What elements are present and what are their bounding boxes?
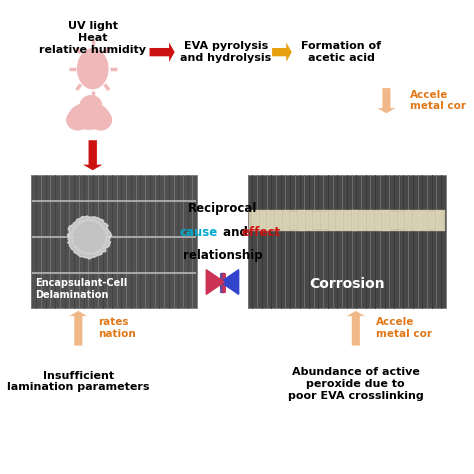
Polygon shape [70, 219, 108, 255]
Text: Encapsulant-Cell
Delamination: Encapsulant-Cell Delamination [35, 278, 128, 300]
Text: and: and [219, 226, 252, 239]
Text: rates
nation: rates nation [98, 317, 136, 339]
Text: Insufficient
lamination parameters: Insufficient lamination parameters [7, 371, 150, 392]
Polygon shape [73, 222, 105, 252]
Text: UV light
Heat
relative humidity: UV light Heat relative humidity [39, 21, 146, 55]
Polygon shape [67, 216, 112, 259]
Circle shape [78, 49, 108, 89]
Ellipse shape [67, 110, 88, 130]
Text: EVA pyrolysis
and hydrolysis: EVA pyrolysis and hydrolysis [181, 41, 272, 63]
Text: Abundance of active
peroxide due to
poor EVA crosslinking: Abundance of active peroxide due to poor… [288, 367, 424, 401]
Text: effect: effect [241, 226, 280, 239]
Text: relationship: relationship [182, 249, 262, 263]
Text: Reciprocal: Reciprocal [188, 202, 257, 215]
Ellipse shape [69, 103, 109, 129]
Text: Corrosion: Corrosion [309, 277, 384, 292]
Text: Accele
metal cor: Accele metal cor [410, 90, 466, 111]
FancyBboxPatch shape [31, 175, 197, 308]
Text: Formation of
acetic acid: Formation of acetic acid [301, 41, 382, 63]
Polygon shape [221, 270, 239, 294]
Text: Accele
metal cor: Accele metal cor [375, 317, 432, 339]
FancyBboxPatch shape [248, 175, 446, 308]
Text: cause: cause [180, 226, 218, 239]
Ellipse shape [90, 110, 111, 130]
Polygon shape [206, 270, 224, 294]
Ellipse shape [80, 96, 102, 116]
